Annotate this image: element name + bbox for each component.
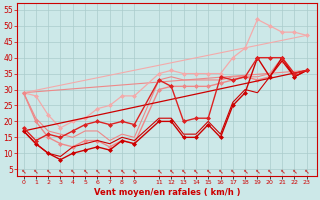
Text: ←: ← <box>69 167 76 174</box>
Text: ←: ← <box>254 167 261 174</box>
Text: ←: ← <box>180 167 187 174</box>
Text: ←: ← <box>291 167 298 174</box>
Text: ←: ← <box>20 167 27 174</box>
Text: ←: ← <box>44 167 52 174</box>
Text: ←: ← <box>32 167 39 174</box>
Text: ←: ← <box>82 167 89 174</box>
Text: ←: ← <box>192 167 199 174</box>
Text: ←: ← <box>118 167 126 174</box>
Text: ←: ← <box>57 167 64 174</box>
X-axis label: Vent moyen/en rafales ( km/h ): Vent moyen/en rafales ( km/h ) <box>94 188 240 197</box>
Text: ←: ← <box>106 167 113 174</box>
Text: ←: ← <box>242 167 249 174</box>
Text: ←: ← <box>168 167 175 174</box>
Text: ←: ← <box>303 167 310 174</box>
Text: ←: ← <box>278 167 286 174</box>
Text: ←: ← <box>155 167 163 174</box>
Text: ←: ← <box>266 167 273 174</box>
Text: ←: ← <box>94 167 101 174</box>
Text: ←: ← <box>229 167 236 174</box>
Text: ←: ← <box>131 167 138 174</box>
Text: ←: ← <box>217 167 224 174</box>
Text: ←: ← <box>204 167 212 174</box>
